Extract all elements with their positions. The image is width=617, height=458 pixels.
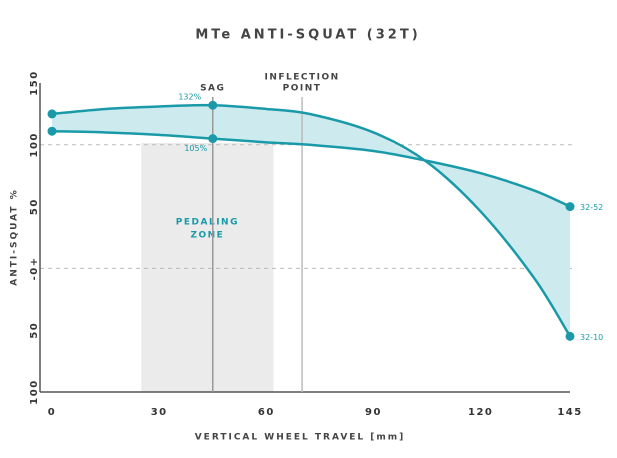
marker-label: INFLECTION bbox=[264, 73, 339, 83]
point-marker bbox=[565, 331, 575, 341]
y-tick-label: 100 bbox=[29, 379, 40, 404]
series-label: 32-52 bbox=[580, 203, 603, 212]
point-marker bbox=[208, 134, 218, 144]
series-label: 32-10 bbox=[580, 333, 603, 342]
chart-title: MTe ANTI-SQUAT (32T) bbox=[195, 28, 420, 43]
x-tick-label: 90 bbox=[365, 407, 382, 418]
point-marker bbox=[47, 126, 57, 136]
zone-label: ZONE bbox=[190, 231, 224, 241]
point-marker bbox=[565, 202, 575, 212]
x-tick-label: 145 bbox=[557, 407, 582, 418]
x-tick-label: 30 bbox=[151, 407, 168, 418]
x-tick-label: 60 bbox=[258, 407, 275, 418]
y-tick-label: 150 bbox=[29, 70, 40, 95]
y-tick-label: 100 bbox=[29, 132, 40, 157]
pedaling-zone bbox=[141, 143, 274, 392]
x-tick-label: 120 bbox=[468, 407, 493, 418]
value-label: 105% bbox=[184, 144, 207, 153]
marker-label: POINT bbox=[283, 84, 322, 94]
y-axis-label: ANTI-SQUAT % bbox=[10, 188, 20, 285]
point-marker bbox=[47, 109, 57, 119]
y-tick-label: 50 bbox=[29, 198, 40, 215]
series-line bbox=[51, 103, 572, 338]
x-tick-label: 0 bbox=[48, 407, 56, 418]
zone-label: PEDALING bbox=[176, 218, 239, 228]
series-line bbox=[51, 129, 571, 208]
y-tick-label: -0+ bbox=[29, 256, 40, 280]
band-fill bbox=[52, 105, 570, 337]
point-marker bbox=[208, 100, 218, 110]
x-axis-label: VERTICAL WHEEL TRAVEL [mm] bbox=[195, 433, 406, 443]
value-label: 132% bbox=[178, 93, 201, 102]
marker-label: SAG bbox=[200, 84, 225, 94]
y-tick-label: 50 bbox=[29, 322, 40, 339]
